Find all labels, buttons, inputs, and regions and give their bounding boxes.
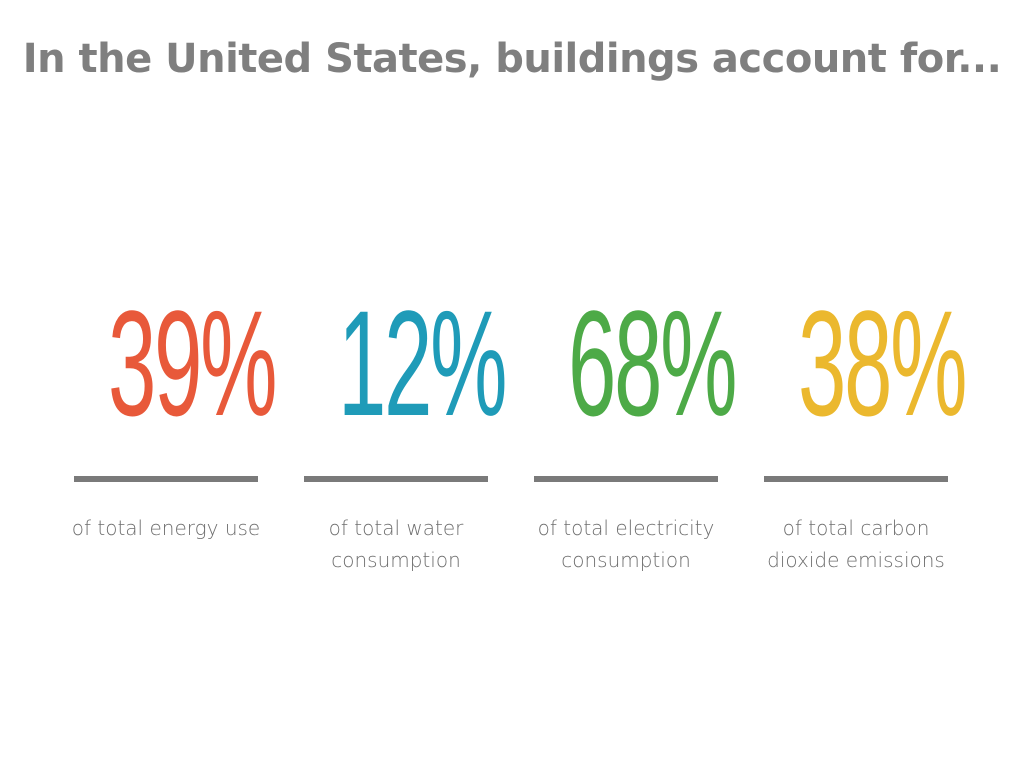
stat-water: 12% of total water consumption [296, 279, 507, 572]
stat-value: 38% [798, 279, 967, 447]
stat-value-container: 39% [66, 279, 277, 450]
stat-label: of total energy use [71, 516, 261, 540]
stat-energy: 39% of total energy use [66, 279, 278, 540]
stat-value: 39% [108, 279, 277, 447]
divider [534, 476, 718, 482]
stat-carbon: 38% of total carbon dioxide emissions [756, 279, 967, 572]
divider [764, 476, 948, 482]
stat-electricity: 68% of total electricity consumption [526, 279, 737, 572]
stat-value-container: 38% [756, 279, 967, 450]
stat-label: of total electricity consumption [537, 516, 715, 572]
divider [74, 476, 258, 482]
stat-value: 12% [338, 279, 507, 447]
stat-value-container: 68% [526, 279, 737, 450]
divider [304, 476, 488, 482]
stat-label: of total carbon dioxide emissions [767, 516, 945, 572]
slide-title: In the United States, buildings account … [22, 36, 1002, 82]
stat-value-container: 12% [296, 279, 507, 450]
stat-label: of total water consumption [328, 516, 464, 572]
stat-value: 68% [568, 279, 737, 447]
